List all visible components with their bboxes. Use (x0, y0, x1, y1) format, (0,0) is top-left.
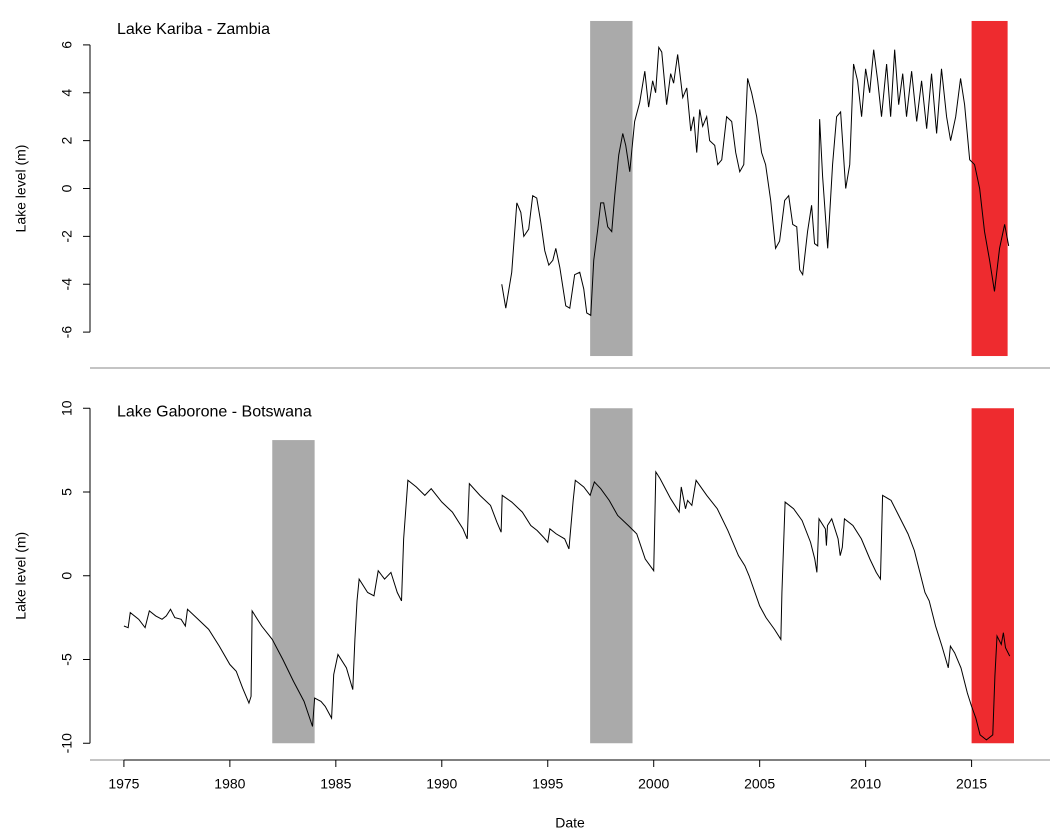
y-tick-label: -10 (59, 733, 75, 753)
highlight-span (971, 20, 1008, 357)
x-tick-label: 1985 (320, 776, 351, 792)
y-tick-label: -5 (59, 653, 75, 666)
y-tick-label: -2 (59, 230, 75, 243)
y-tick-label: 10 (59, 400, 75, 416)
highlight-span (590, 408, 633, 744)
panel-annotation: Lake Kariba - Zambia (117, 21, 270, 38)
y-tick-label: 0 (59, 184, 75, 192)
lake-level-line (123, 470, 1011, 741)
x-tick-label: 2015 (956, 776, 987, 792)
x-tick-label: 1980 (214, 776, 245, 792)
x-tick-label: 2005 (744, 776, 775, 792)
highlight-span (590, 20, 633, 357)
y-axis-label: Lake level (m) (13, 145, 29, 233)
y-tick-label: 4 (59, 89, 75, 97)
x-tick-label: 1990 (426, 776, 457, 792)
x-tick-label: 1995 (532, 776, 563, 792)
x-tick-label: 2010 (850, 776, 881, 792)
x-tick-label: 2000 (638, 776, 669, 792)
y-tick-label: 0 (59, 572, 75, 580)
lake-level-line (501, 45, 1010, 317)
panel-annotation: Lake Gaborone - Botswana (117, 404, 312, 421)
y-tick-label: -6 (59, 326, 75, 339)
y-tick-label: 5 (59, 488, 75, 496)
x-tick-label: 1975 (108, 776, 139, 792)
y-tick-label: 2 (59, 137, 75, 145)
y-tick-label: -4 (59, 278, 75, 291)
y-axis-label: Lake level (m) (13, 532, 29, 620)
highlight-span (272, 440, 315, 744)
y-tick-label: 6 (59, 41, 75, 49)
highlight-span (971, 408, 1014, 744)
x-axis-label: Date (555, 815, 585, 831)
